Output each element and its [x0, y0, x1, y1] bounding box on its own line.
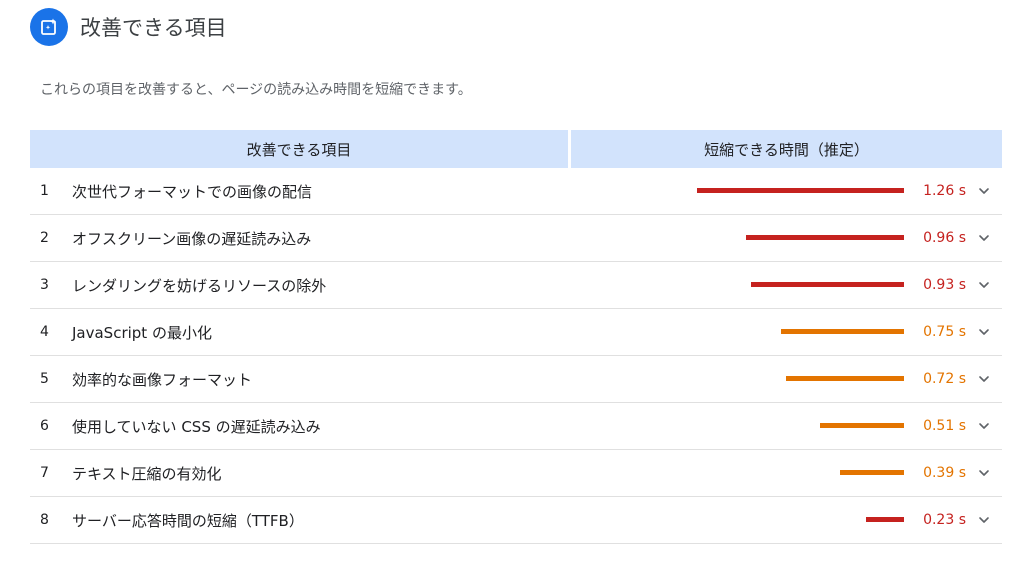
chevron-down-icon[interactable]: [976, 324, 992, 340]
savings-bar: [820, 423, 904, 428]
savings-bar-track: [604, 309, 904, 355]
savings-value: 0.72 s: [923, 371, 966, 387]
chevron-down-icon[interactable]: [976, 371, 992, 387]
savings-bar-track: [604, 168, 904, 214]
savings-value: 0.93 s: [923, 277, 966, 293]
row-title: オフスクリーン画像の遅延読み込み: [72, 229, 312, 248]
savings-bar: [746, 235, 904, 240]
row-number: 6: [40, 418, 49, 434]
chevron-down-icon[interactable]: [976, 230, 992, 246]
savings-bar: [751, 282, 904, 287]
column-header-item: 改善できる項目: [30, 130, 568, 168]
chevron-down-icon[interactable]: [976, 465, 992, 481]
table-row[interactable]: 3 レンダリングを妨げるリソースの除外 0.93 s: [30, 262, 1002, 309]
savings-bar: [697, 188, 904, 193]
savings-bar: [866, 517, 904, 522]
savings-value: 0.96 s: [923, 230, 966, 246]
savings-value: 0.23 s: [923, 512, 966, 528]
row-number: 1: [40, 183, 49, 199]
savings-bar: [786, 376, 904, 381]
savings-bar-track: [604, 262, 904, 308]
savings-bar-track: [604, 403, 904, 449]
row-title: テキスト圧縮の有効化: [72, 464, 222, 483]
savings-value: 0.75 s: [923, 324, 966, 340]
table-header: 改善できる項目 短縮できる時間（推定）: [30, 130, 1002, 168]
row-title: サーバー応答時間の短縮（TTFB）: [72, 511, 304, 530]
savings-bar: [840, 470, 904, 475]
column-divider: [568, 130, 571, 168]
table-row[interactable]: 4 JavaScript の最小化 0.75 s: [30, 309, 1002, 356]
row-number: 7: [40, 465, 49, 481]
savings-bar-track: [604, 497, 904, 543]
row-number: 3: [40, 277, 49, 293]
row-number: 2: [40, 230, 49, 246]
chevron-down-icon[interactable]: [976, 277, 992, 293]
table-row[interactable]: 1 次世代フォーマットでの画像の配信 1.26 s: [30, 168, 1002, 215]
column-header-time: 短縮できる時間（推定）: [571, 130, 1002, 168]
table-row[interactable]: 2 オフスクリーン画像の遅延読み込み 0.96 s: [30, 215, 1002, 262]
table-row[interactable]: 6 使用していない CSS の遅延読み込み 0.51 s: [30, 403, 1002, 450]
savings-value: 1.26 s: [923, 183, 966, 199]
row-title: 次世代フォーマットでの画像の配信: [72, 182, 313, 201]
table-row[interactable]: 8 サーバー応答時間の短縮（TTFB） 0.23 s: [30, 497, 1002, 544]
savings-value: 0.39 s: [923, 465, 966, 481]
table-row[interactable]: 7 テキスト圧縮の有効化 0.39 s: [30, 450, 1002, 497]
savings-value: 0.51 s: [923, 418, 966, 434]
row-number: 5: [40, 371, 49, 387]
row-title: レンダリングを妨げるリソースの除外: [72, 276, 327, 295]
opportunities-table: 改善できる項目 短縮できる時間（推定） 1 次世代フォーマットでの画像の配信 1.2…: [30, 130, 1002, 544]
row-number: 4: [40, 324, 49, 340]
chevron-down-icon[interactable]: [976, 418, 992, 434]
savings-bar-track: [604, 215, 904, 261]
row-title: 使用していない CSS の遅延読み込み: [72, 417, 321, 436]
table-row[interactable]: 5 効率的な画像フォーマット 0.72 s: [30, 356, 1002, 403]
row-number: 8: [40, 512, 49, 528]
savings-bar-track: [604, 356, 904, 402]
opportunity-icon: [30, 8, 68, 46]
row-title: 効率的な画像フォーマット: [72, 370, 253, 389]
table-body: 1 次世代フォーマットでの画像の配信 1.26 s 2 オフスクリーン画像の遅延読み込み…: [30, 168, 1002, 544]
row-title: JavaScript の最小化: [72, 323, 212, 342]
section-header: 改善できる項目: [30, 8, 227, 46]
section-description: これらの項目を改善すると、ページの読み込み時間を短縮できます。: [40, 82, 472, 98]
chevron-down-icon[interactable]: [976, 512, 992, 528]
savings-bar-track: [604, 450, 904, 496]
savings-bar: [781, 329, 904, 334]
section-title: 改善できる項目: [80, 16, 227, 40]
chevron-down-icon[interactable]: [976, 183, 992, 199]
